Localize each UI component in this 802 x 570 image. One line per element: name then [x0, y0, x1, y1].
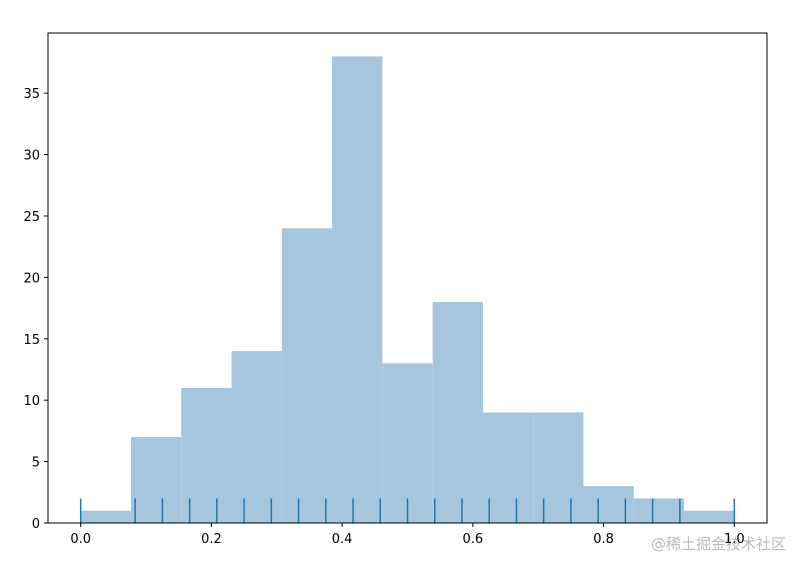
bar: [332, 56, 383, 523]
y-tick-label: 20: [23, 271, 40, 286]
bar: [80, 510, 131, 523]
bar: [482, 412, 534, 523]
y-tick-label: 10: [23, 394, 40, 409]
plot-frame: [47, 32, 768, 524]
bar: [181, 387, 232, 523]
y-tick-label: 15: [23, 333, 40, 348]
y-tick-label: 35: [23, 87, 40, 102]
y-tick-label: 25: [23, 210, 40, 225]
bar: [684, 510, 735, 523]
x-tick-label: 0.8: [593, 532, 614, 547]
x-tick-label: 0.2: [201, 532, 222, 547]
bar: [533, 412, 584, 523]
bar: [281, 228, 333, 523]
bar: [633, 498, 685, 523]
bar: [432, 301, 483, 523]
x-tick-label: 0.4: [332, 532, 353, 547]
x-tick-label: 0.0: [70, 532, 91, 547]
bar: [382, 363, 433, 523]
bar: [583, 486, 634, 523]
bar: [130, 437, 182, 523]
y-tick-label: 0: [32, 517, 40, 532]
bar: [231, 351, 282, 523]
x-tick-label: 1.0: [724, 532, 745, 547]
y-tick-label: 30: [23, 149, 40, 164]
y-tick-label: 5: [32, 456, 40, 471]
x-tick-label: 0.6: [463, 532, 484, 547]
watermark: @稀土掘金技术社区: [651, 535, 786, 553]
